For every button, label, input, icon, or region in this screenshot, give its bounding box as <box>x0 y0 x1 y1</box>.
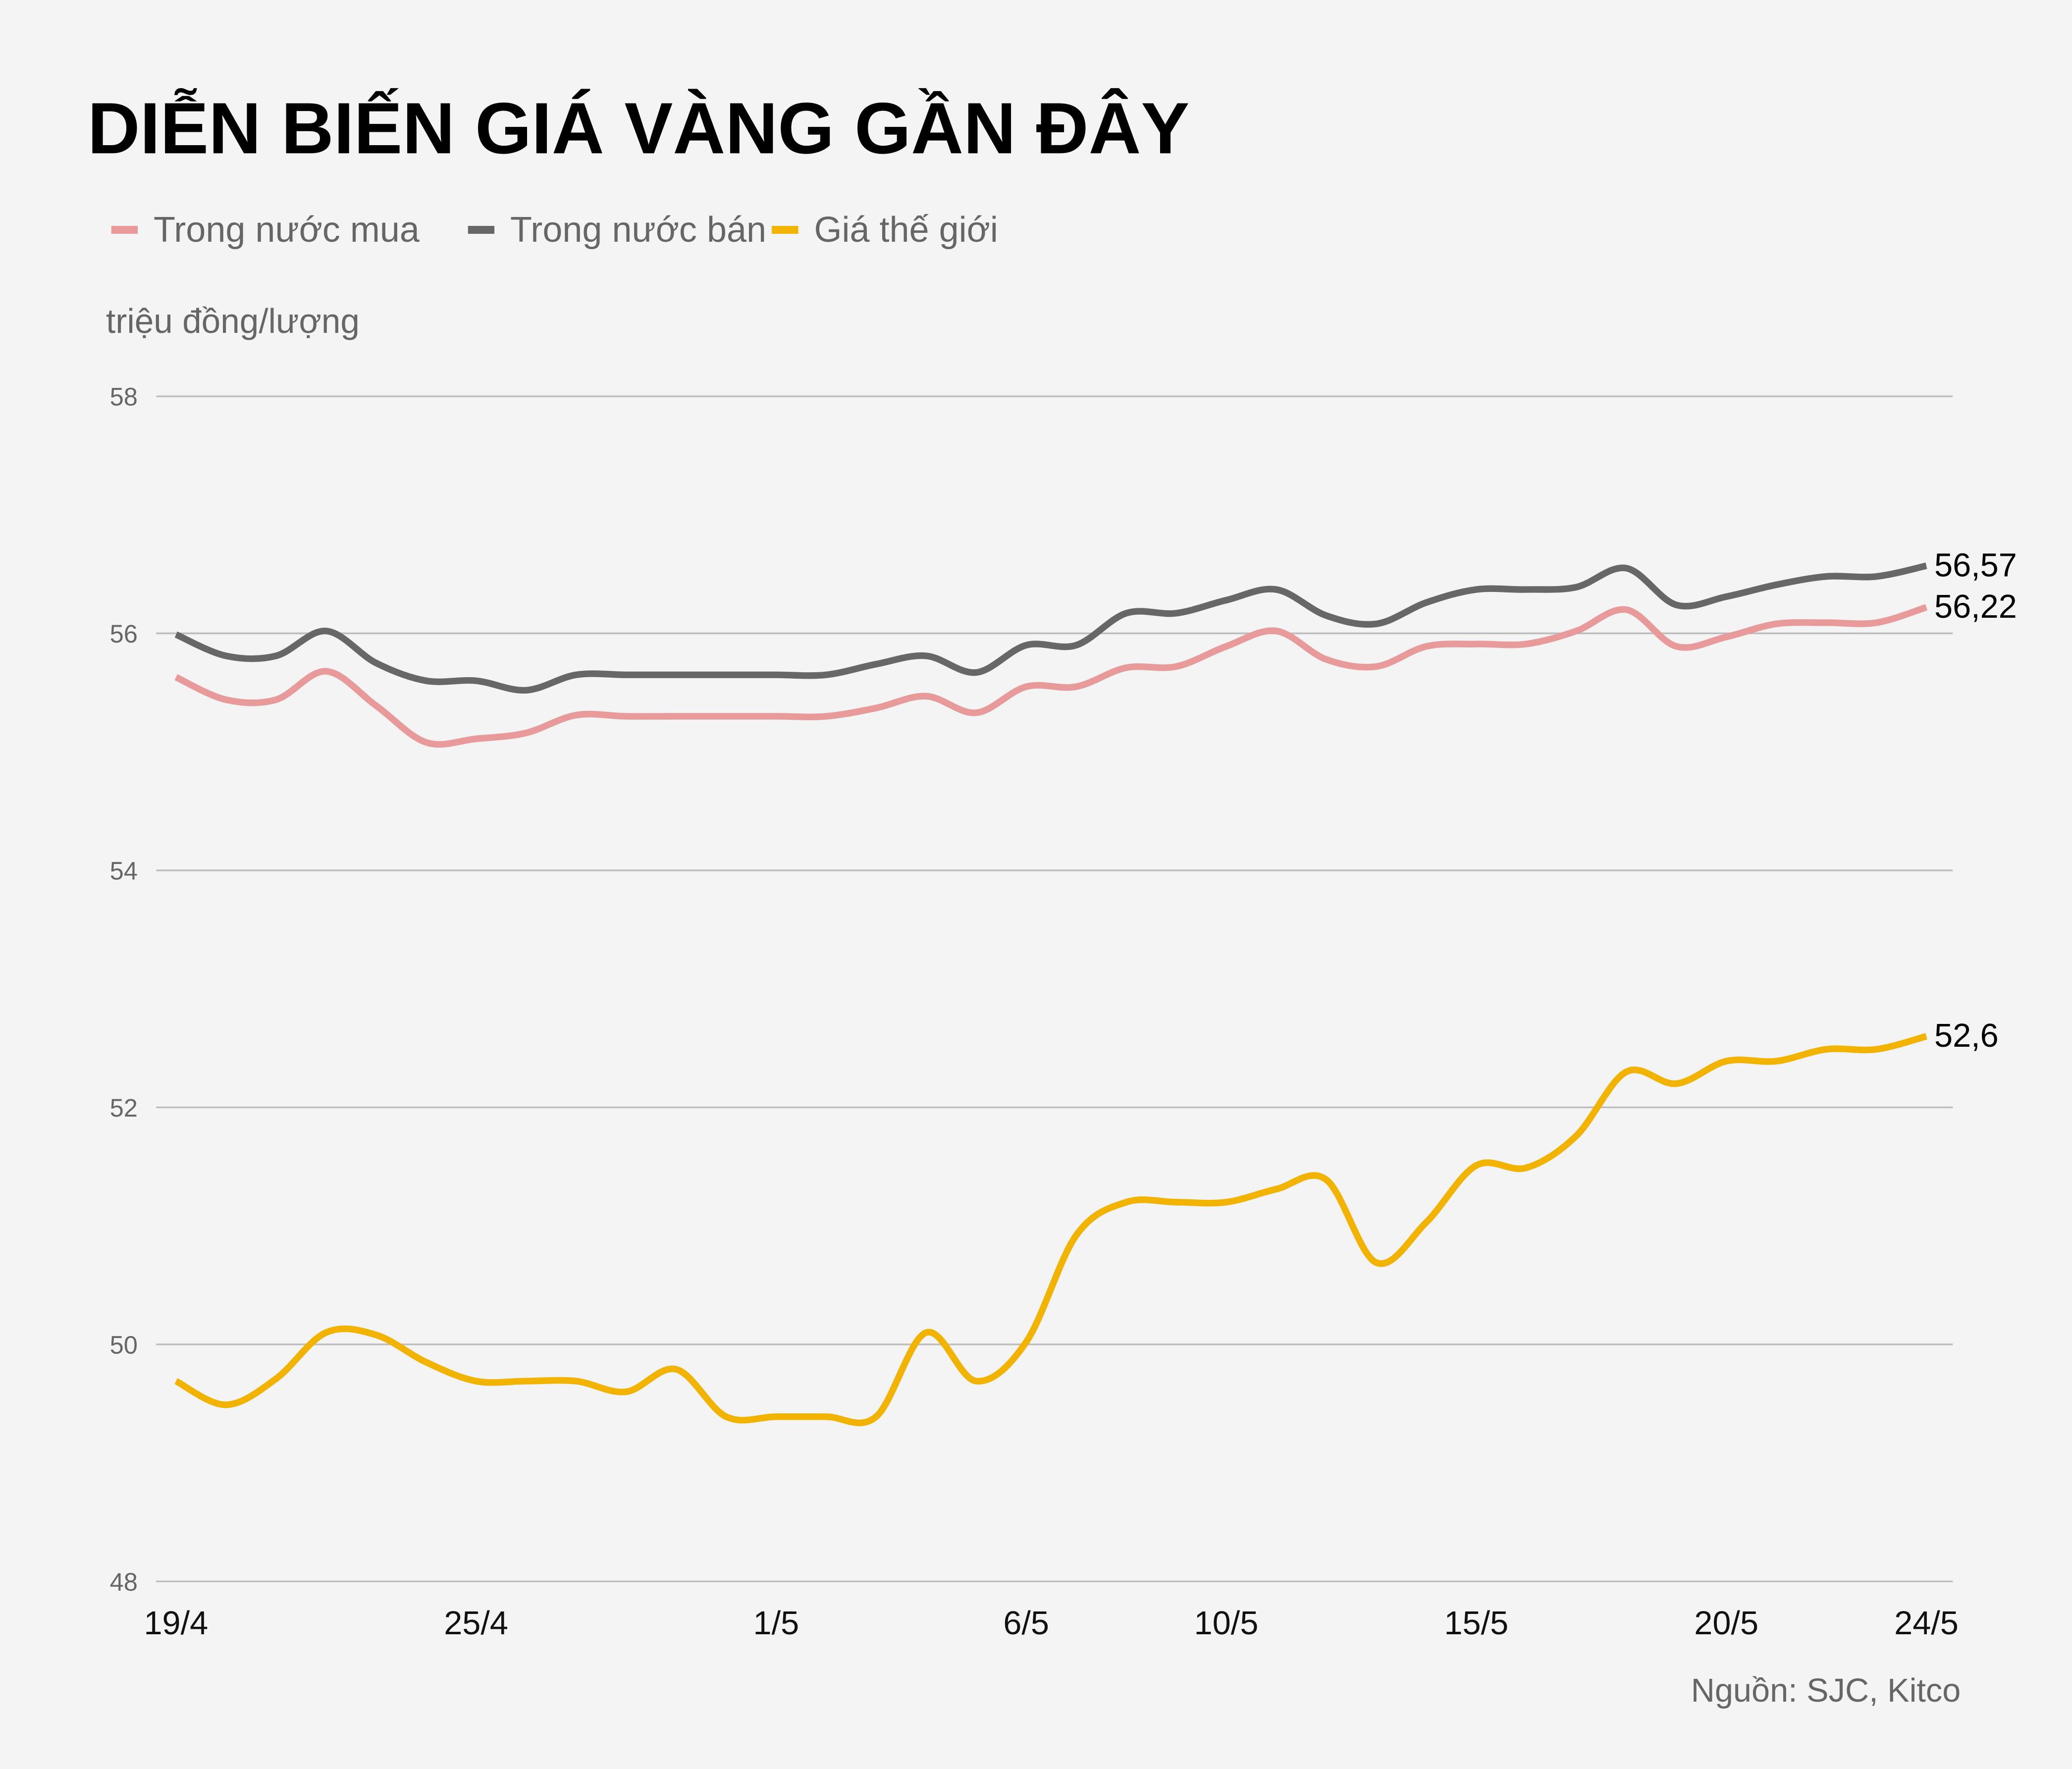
source-note: Nguồn: SJC, Kitco <box>1691 1672 1961 1709</box>
y-tick-label: 58 <box>110 383 138 411</box>
y-tick-label: 52 <box>110 1094 138 1122</box>
series-line <box>174 604 1928 748</box>
x-tick-label: 6/5 <box>1003 1605 1049 1642</box>
x-tick-label: 10/5 <box>1194 1605 1259 1642</box>
series-line <box>174 562 1927 694</box>
legend-label: Trong nước bán <box>510 210 766 250</box>
legend-label: Giá thế giới <box>814 210 998 250</box>
series-line <box>174 1033 1927 1427</box>
end-value-label: 56,57 <box>1934 547 2017 584</box>
x-tick-label: 19/4 <box>144 1605 208 1642</box>
x-tick-label: 1/5 <box>753 1605 799 1642</box>
y-axis-unit-label: triệu đồng/lượng <box>106 302 360 340</box>
y-tick-label: 48 <box>110 1568 138 1596</box>
legend-label: Trong nước mua <box>154 210 420 250</box>
end-value-label: 52,6 <box>1934 1018 1999 1054</box>
y-tick-label: 56 <box>110 620 138 648</box>
end-value-label: 56,22 <box>1934 589 2017 625</box>
x-tick-label: 25/4 <box>444 1605 508 1642</box>
end-labels: 56,22 56,57 52,6 <box>1934 547 2017 1054</box>
x-tick-label: 15/5 <box>1444 1605 1508 1642</box>
x-axis-ticks: 19/4 25/4 1/5 6/5 10/5 15/5 20/5 24/5 <box>144 1605 1958 1642</box>
gridlines <box>156 395 1953 1583</box>
chart-title: DIỄN BIẾN GIÁ VÀNG GẦN ĐÂY <box>88 88 1190 169</box>
y-tick-label: 50 <box>110 1331 138 1359</box>
x-tick-label: 20/5 <box>1694 1605 1758 1642</box>
series-lines <box>174 562 1928 1427</box>
legend: Trong nước mua Trong nước bán Giá thế giới <box>111 210 998 250</box>
x-tick-label: 24/5 <box>1894 1605 1959 1642</box>
y-tick-label: 54 <box>110 857 138 885</box>
y-axis-ticks: 48 50 52 54 56 58 <box>110 383 138 1596</box>
